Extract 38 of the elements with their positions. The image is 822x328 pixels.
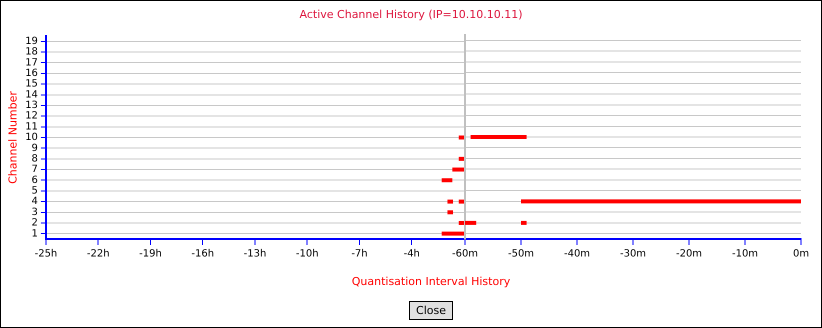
x-tick-label: -60m — [452, 248, 478, 260]
x-tick-label: -19h — [139, 248, 162, 260]
x-tick-label: -4h — [404, 248, 420, 260]
y-tick-label: 3 — [32, 206, 38, 218]
x-tick-label: -16h — [191, 248, 214, 260]
x-tick-label: -13h — [244, 248, 266, 260]
y-tick-label: 16 — [25, 68, 38, 79]
x-tick-label: -40m — [564, 248, 590, 260]
chart-title: Active Channel History (IP=10.10.10.11) — [298, 8, 524, 21]
x-tick-label: -10m — [732, 248, 758, 260]
y-tick-label: 5 — [32, 186, 38, 197]
y-tick-label: 11 — [25, 121, 38, 132]
y-tick-label: 2 — [32, 218, 38, 229]
x-axis-title: Quantisation Interval History — [350, 275, 512, 288]
x-tick-label: -50m — [508, 248, 534, 260]
y-tick-label: 17 — [25, 57, 38, 68]
x-tick-label: -7h — [351, 248, 368, 260]
y-tick-label: 6 — [32, 174, 38, 186]
x-tick-label: 0m — [792, 248, 810, 260]
x-tick-label: -30m — [620, 248, 646, 260]
x-tick-label: -10h — [296, 248, 319, 260]
y-tick-label: 1 — [32, 228, 38, 240]
y-tick-label: 12 — [25, 110, 38, 122]
x-tick-label: -22h — [86, 248, 110, 260]
text: Close — [409, 301, 453, 320]
x-tick-label: -20m — [676, 248, 702, 260]
y-tick-label: 18 — [25, 46, 38, 58]
y-tick-label: 13 — [25, 100, 38, 112]
y-tick-label: 4 — [32, 196, 38, 208]
y-tick-label: 19 — [25, 36, 38, 47]
y-tick-label: 9 — [32, 142, 38, 154]
y-tick-label: 15 — [25, 78, 38, 90]
y-tick-label: 14 — [25, 89, 38, 100]
y-tick-label: 8 — [32, 153, 38, 164]
y-axis-title: Channel Number — [6, 90, 20, 184]
y-tick-label: 10 — [25, 132, 38, 144]
x-tick-label: -25h — [34, 248, 58, 260]
y-tick-label: 7 — [32, 164, 38, 176]
